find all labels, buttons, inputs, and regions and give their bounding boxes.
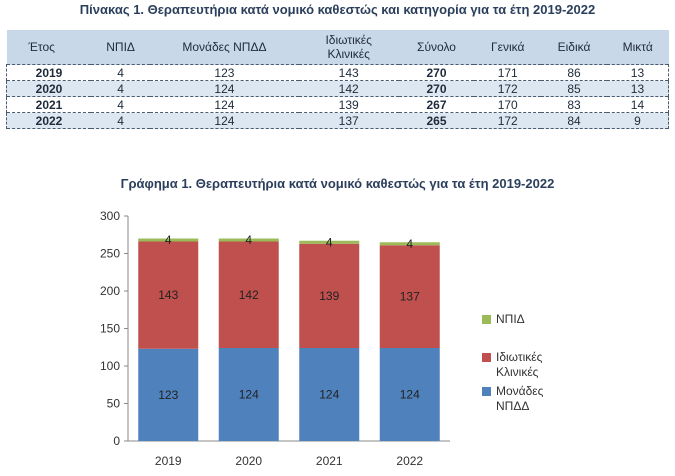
cell-total: 270 [398,64,475,81]
header-npdd: Μονάδες ΝΠΔΔ [150,30,299,65]
y-tick-label: 200 [100,284,120,298]
cell-mixed: 9 [606,112,669,129]
cell-private: 137 [298,112,399,129]
x-tick-label: 2020 [235,454,262,468]
y-tick-label: 250 [100,247,120,261]
bar-data-label: 123 [158,388,178,402]
cell-general: 171 [474,64,542,81]
y-tick-label: 300 [100,209,120,223]
chart-title: Γράφημα 1. Θεραπευτήρια κατά νομικό καθε… [120,176,555,191]
bar-data-label: 4 [245,233,252,247]
y-tick-label: 0 [113,434,120,448]
cell-npid: 4 [91,64,151,81]
header-special: Ειδικά [541,30,607,65]
bar-data-label: 124 [400,388,420,402]
legend-item: ΝΠΙΔ [482,312,525,327]
bar-data-label: 4 [406,237,413,251]
cell-npdd: 124 [150,96,299,113]
cell-general: 170 [474,96,542,113]
legend-swatch [482,387,491,396]
x-tick-label: 2022 [396,454,423,468]
cell-private: 139 [298,96,399,113]
table-title: Πίνακας 1. Θεραπευτήρια κατά νομικό καθε… [79,2,596,17]
legend-label: Μονάδες ΝΠΔΔ [496,384,544,413]
cell-special: 86 [541,64,607,81]
header-npid: ΝΠΙΔ [91,30,151,65]
cell-year: 2022 [6,112,92,129]
legend-label: ΝΠΙΔ [496,312,525,326]
cell-npid: 4 [91,112,151,129]
bar-segment [379,242,440,246]
table-row: 2020 4 124 142 270 172 85 13 [6,80,669,97]
cell-general: 172 [474,80,542,97]
y-tick-label: 150 [100,322,120,336]
bar-segment [138,348,199,441]
cell-total: 267 [398,96,475,113]
table-row: 2022 4 124 137 265 172 84 9 [6,112,669,129]
header-general: Γενικά [474,30,542,65]
bar-segment [299,348,360,441]
header-private: Ιδιωτικές Κλινικές [298,30,399,65]
legend-label: Ιδιωτικές Κλινικές [496,350,543,379]
cell-npdd: 123 [150,64,299,81]
legend-swatch [482,315,491,324]
bar-segment [218,238,279,242]
bar-data-label: 142 [239,288,259,302]
bar-segment [299,240,360,244]
bar-segment [138,238,199,242]
bar-data-label: 4 [326,235,333,249]
bar-segment [138,241,199,349]
cell-private: 142 [298,80,399,97]
legend-item: Ιδιωτικές Κλινικές [482,350,542,380]
cell-total: 270 [398,80,475,97]
cell-special: 85 [541,80,607,97]
table-row: 2019 4 123 143 270 171 86 13 [6,64,669,81]
bar-data-label: 124 [239,388,259,402]
x-tick-label: 2021 [316,454,343,468]
bar-segment [218,241,279,348]
x-tick-label: 2019 [155,454,182,468]
bar-segment [379,348,440,441]
cell-mixed: 14 [606,96,669,113]
bar-data-label: 137 [400,290,420,304]
bar-data-label: 139 [319,289,339,303]
y-tick-label: 100 [100,359,120,373]
header-mixed: Μικτά [606,30,669,65]
table-header-row: Έτος ΝΠΙΔ Μονάδες ΝΠΔΔ Ιδιωτικές Κλινικέ… [6,30,669,65]
legend-swatch [482,353,491,362]
legend-item: Μονάδες ΝΠΔΔ [482,384,543,414]
y-tick-label: 50 [107,397,121,411]
bar-segment [299,243,360,348]
cell-npid: 4 [91,96,151,113]
cell-npdd: 124 [150,80,299,97]
table-row: 2021 4 124 139 267 170 83 14 [6,96,669,113]
bar-data-label: 124 [319,388,339,402]
bar-segment [218,348,279,441]
header-year: Έτος [6,30,92,65]
cell-mixed: 13 [606,64,669,81]
cell-npdd: 124 [150,112,299,129]
cell-year: 2021 [6,96,92,113]
cell-mixed: 13 [606,80,669,97]
cell-year: 2019 [6,64,92,81]
cell-total: 265 [398,112,475,129]
cell-npid: 4 [91,80,151,97]
bar-data-label: 4 [165,233,172,247]
bar-data-label: 143 [158,288,178,302]
data-table: Έτος ΝΠΙΔ Μονάδες ΝΠΔΔ Ιδιωτικές Κλινικέ… [6,30,669,129]
bar-segment [379,245,440,348]
cell-special: 83 [541,96,607,113]
header-total: Σύνολο [398,30,475,65]
cell-general: 172 [474,112,542,129]
cell-special: 84 [541,112,607,129]
cell-year: 2020 [6,80,92,97]
cell-private: 143 [298,64,399,81]
